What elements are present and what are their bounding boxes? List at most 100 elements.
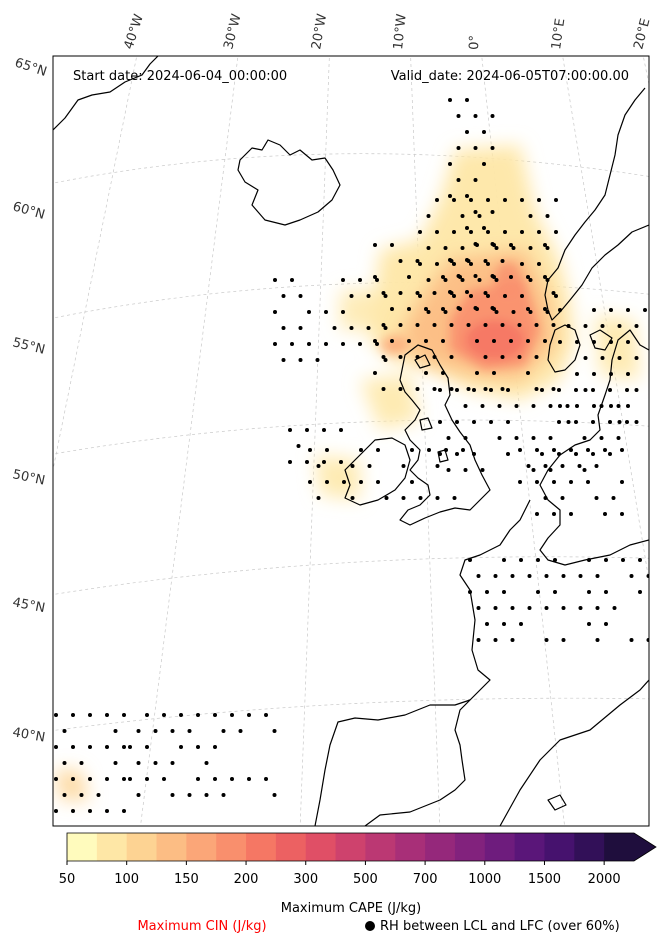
rh-dot: [475, 307, 479, 311]
rh-dot: [517, 355, 522, 359]
rh-dot: [196, 777, 200, 781]
colorbar-segment: [335, 833, 366, 861]
rh-dot: [315, 358, 320, 362]
rh-dot: [128, 777, 132, 781]
lon-label: 0°: [467, 35, 483, 50]
rh-dot: [230, 713, 234, 717]
rh-dot: [616, 436, 621, 440]
rh-dot: [609, 404, 613, 408]
rh-dot: [502, 558, 506, 562]
rh-dot: [595, 606, 600, 610]
rh-dot: [609, 308, 613, 312]
rh-dot: [290, 278, 294, 282]
rh-dot: [383, 294, 388, 298]
colorbar-title: Maximum CAPE (J/kg): [281, 901, 421, 916]
rh-dot: [506, 452, 510, 456]
lon-label: 10°E: [549, 18, 568, 51]
rh-dot: [449, 259, 454, 263]
iceland-coast: [237, 139, 341, 226]
rh-dot: [390, 339, 394, 343]
lat-label: 60°N: [11, 199, 47, 222]
rh-dot: [558, 340, 562, 344]
colorbar-segment: [305, 833, 337, 861]
rh-dot: [514, 404, 519, 408]
rh-dot: [617, 324, 622, 328]
rh-dot: [105, 809, 109, 813]
rh-dot: [426, 246, 431, 250]
rh-dot: [540, 388, 544, 392]
rh-dot: [489, 420, 493, 424]
colorbar-segment: [454, 833, 486, 861]
rh-dot: [373, 371, 377, 375]
rh-dot: [407, 275, 411, 279]
rh-dot: [339, 428, 343, 432]
rh-dot: [432, 291, 437, 295]
rh-dot: [452, 198, 456, 202]
rh-dot: [463, 436, 468, 440]
rh-dot: [531, 468, 536, 472]
rh-dot: [493, 574, 498, 578]
rh-dot: [71, 713, 75, 717]
rh-legend-dot-icon: [365, 921, 375, 931]
rh-dot: [611, 496, 616, 500]
map-area: [53, 56, 649, 826]
rh-dot: [273, 310, 277, 314]
rh-dot: [528, 278, 533, 282]
rh-dot: [435, 198, 439, 202]
colorbar-segment: [395, 833, 426, 861]
rh-dot: [545, 310, 550, 314]
rh-dot: [179, 713, 183, 717]
rh-dot: [595, 638, 600, 642]
rh-legend-label: RH between LCL and LFC (over 60%): [380, 919, 620, 934]
rh-dot: [381, 291, 386, 295]
rh-dot: [527, 574, 532, 578]
rh-dot: [465, 290, 469, 294]
rh-dot: [646, 638, 649, 642]
latitude-labels: 65°N 60°N 55°N 50°N 45°N 40°N: [11, 56, 49, 746]
rh-dot: [432, 355, 437, 359]
rh-dot: [540, 452, 544, 456]
rh-dot: [500, 259, 505, 263]
rh-dot: [536, 558, 540, 562]
rh-dot: [626, 372, 630, 376]
rh-dot: [537, 262, 541, 266]
rh-dot: [574, 452, 578, 456]
rh-dot: [366, 326, 371, 330]
rh-dot: [578, 574, 583, 578]
rh-dot: [435, 262, 439, 266]
rh-dot: [322, 428, 326, 432]
rh-dot: [449, 387, 454, 391]
rh-dot: [247, 777, 251, 781]
rh-dot: [469, 198, 473, 202]
rh-dot: [625, 388, 629, 392]
rh-dot: [427, 448, 431, 452]
rh-dot: [621, 558, 625, 562]
rh-dot: [592, 372, 596, 376]
colorbar-tick-label: 2000: [588, 872, 621, 887]
rh-dot: [332, 326, 337, 330]
rh-dot: [634, 388, 639, 392]
rh-dot: [509, 275, 513, 279]
start-date-label: Start date: 2024-06-04_00:00:00: [73, 69, 287, 84]
rh-dot: [349, 294, 354, 298]
rh-dot: [511, 246, 516, 250]
rh-dot: [435, 496, 440, 500]
continent-coast: [539, 329, 649, 566]
colorbar-segment: [484, 833, 516, 861]
rh-dot: [444, 448, 448, 452]
rh-dot: [510, 606, 515, 610]
rh-dot: [322, 460, 326, 464]
colorbar-segment: [544, 833, 575, 861]
rh-dot: [359, 480, 363, 484]
rh-dot: [494, 278, 499, 282]
rh-dot: [296, 444, 301, 448]
rh-dot: [290, 342, 294, 346]
rh-dot: [438, 420, 442, 424]
rh-dot: [341, 310, 345, 314]
rh-dot: [305, 428, 309, 432]
colorbar-segment: [574, 833, 605, 861]
rh-dot: [500, 355, 505, 359]
rh-dot: [600, 356, 605, 360]
rh-dot: [608, 452, 612, 456]
rh-dot: [548, 468, 553, 472]
